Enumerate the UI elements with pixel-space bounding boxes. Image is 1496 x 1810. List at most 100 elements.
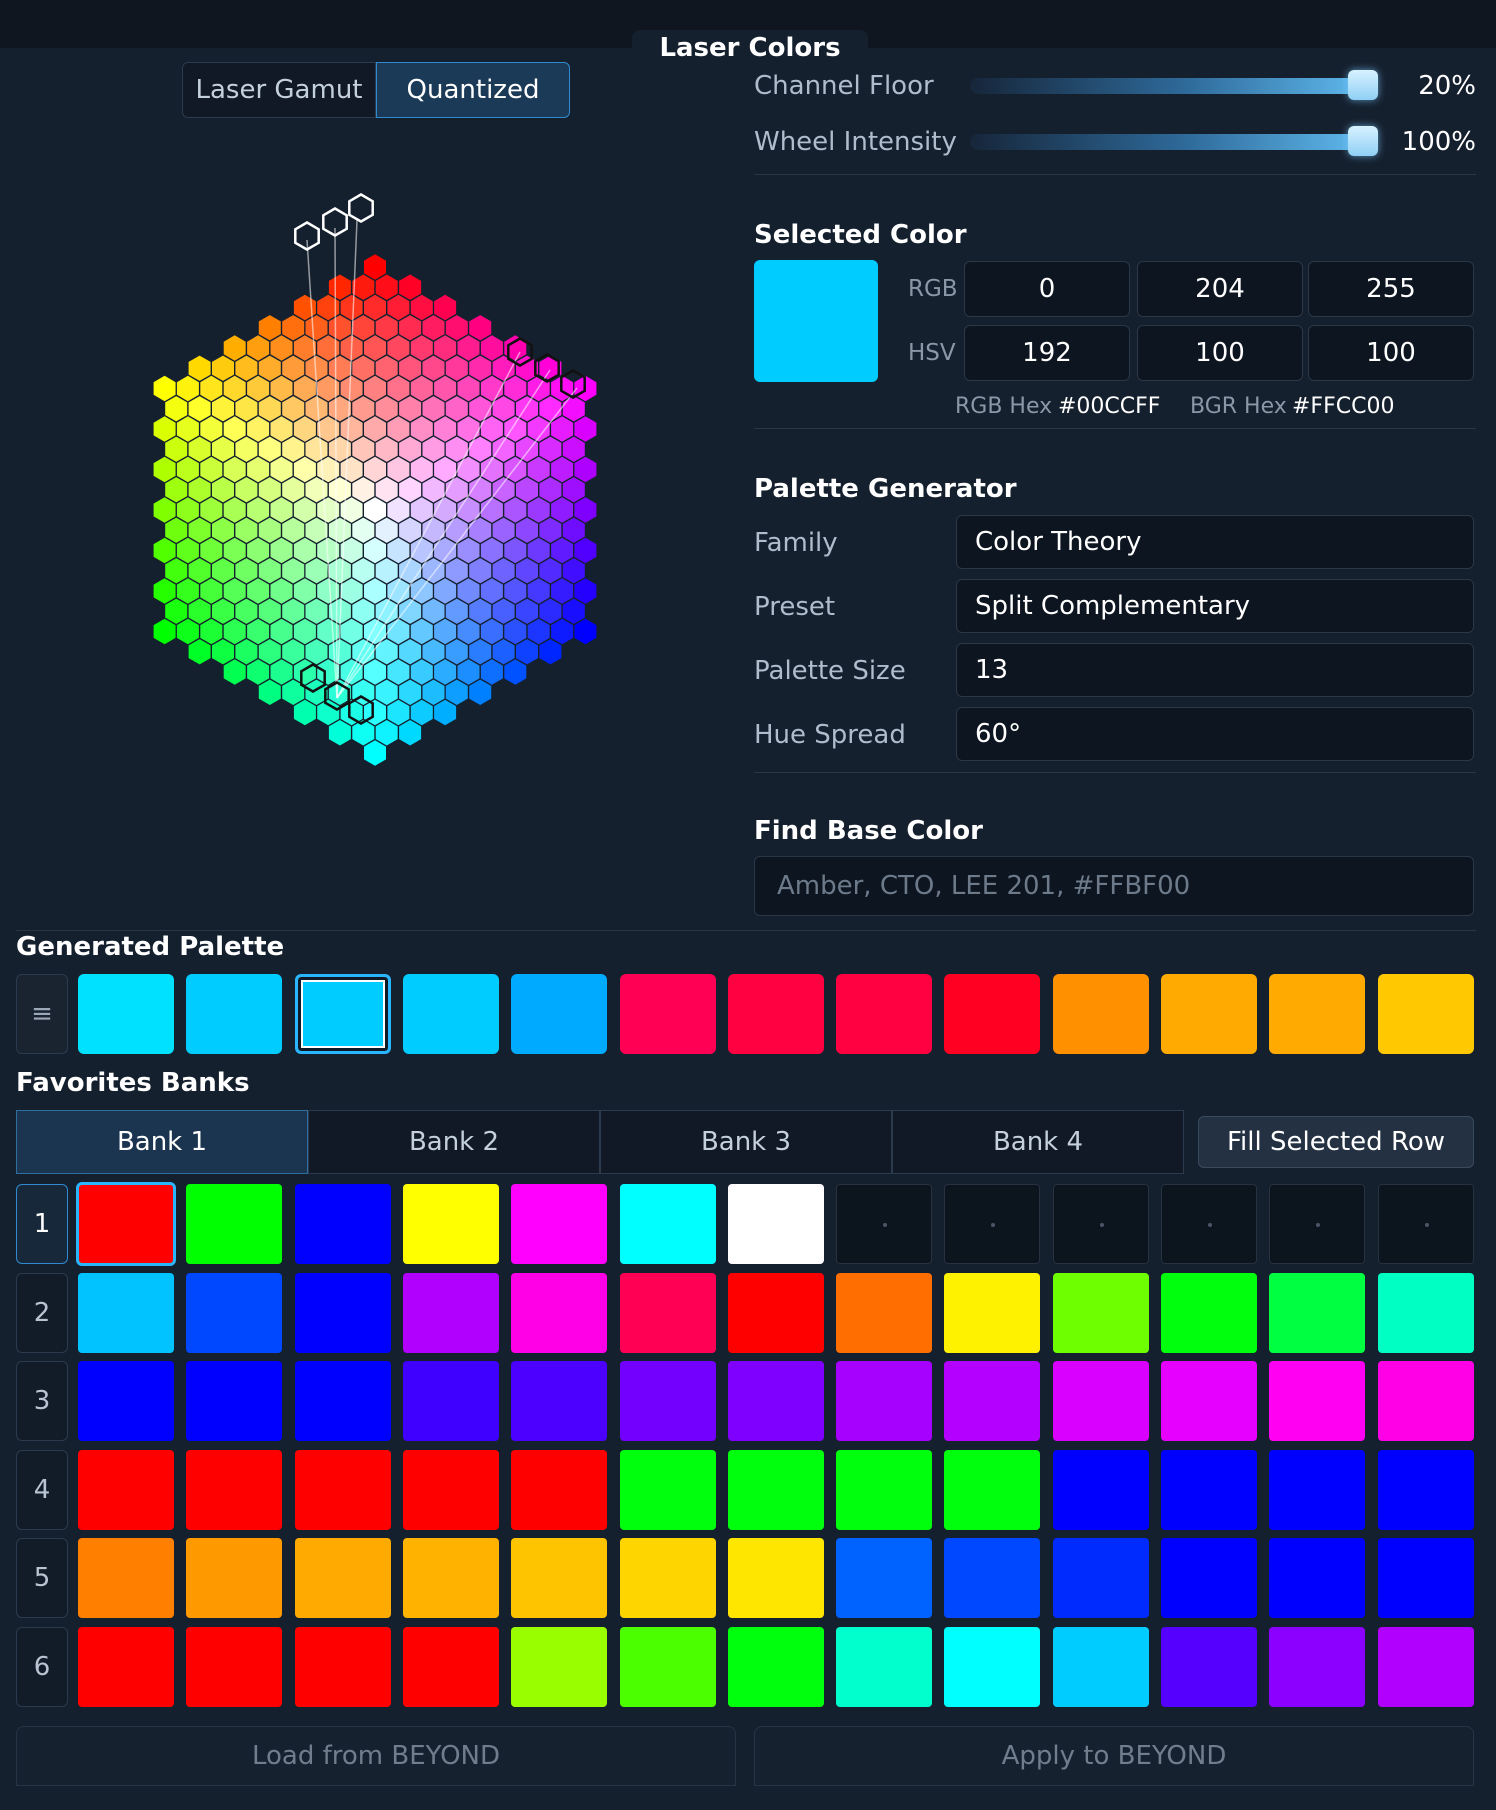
wheel-cell[interactable] [516, 517, 538, 543]
wheel-cell[interactable] [539, 436, 562, 462]
wheel-cell[interactable] [270, 618, 293, 645]
bank-row-label[interactable]: 6 [16, 1626, 68, 1707]
bank-color-cell[interactable] [1269, 1449, 1366, 1530]
wheel-cell[interactable] [293, 537, 316, 564]
wheel-cell[interactable] [434, 375, 457, 402]
wheel-cell[interactable] [399, 558, 422, 584]
wheel-cell[interactable] [293, 375, 316, 402]
bank-color-cell[interactable] [186, 1184, 283, 1264]
bank-color-cell[interactable] [78, 1626, 174, 1707]
bank-color-cell[interactable] [1052, 1538, 1149, 1618]
wheel-cell[interactable] [457, 537, 480, 564]
wheel-cell[interactable] [504, 375, 527, 402]
bank-row-label[interactable]: 2 [16, 1272, 68, 1353]
wheel-cell[interactable] [328, 720, 351, 746]
bank-color-cell[interactable] [186, 1538, 283, 1618]
wheel-cell[interactable] [422, 558, 445, 584]
wheel-cell[interactable] [469, 477, 492, 503]
wheel-cell[interactable] [562, 598, 585, 624]
wheel-cell[interactable] [223, 537, 246, 564]
wheel-cell[interactable] [305, 396, 328, 422]
wheel-cell[interactable] [340, 699, 363, 726]
wheel-cell[interactable] [492, 639, 515, 665]
bank-color-cell[interactable] [836, 1538, 933, 1618]
wheel-cell[interactable] [480, 416, 503, 442]
bank-color-cell[interactable] [294, 1538, 391, 1618]
wheel-cell[interactable] [422, 517, 445, 543]
bank-color-cell[interactable] [619, 1272, 716, 1353]
wheel-cell[interactable] [445, 315, 468, 341]
wheel-cell[interactable] [317, 537, 340, 564]
wheel-cell[interactable] [247, 537, 270, 564]
wheel-cell[interactable] [340, 375, 363, 402]
wheel-cell[interactable] [317, 294, 340, 321]
wheel-cell[interactable] [539, 517, 562, 543]
wheel-cell[interactable] [364, 375, 386, 402]
wheel-cell[interactable] [410, 456, 433, 483]
bank-color-cell[interactable] [1052, 1626, 1149, 1707]
wheel-cell[interactable] [188, 477, 211, 503]
wheel-cell[interactable] [352, 639, 375, 665]
wheel-cell[interactable] [282, 355, 305, 381]
bank-color-cell[interactable] [727, 1361, 824, 1441]
wheel-cell[interactable] [352, 315, 375, 341]
mode-quantized-button[interactable]: Quantized [376, 62, 570, 118]
wheel-cell[interactable] [165, 436, 188, 462]
wheel-cell[interactable] [375, 436, 398, 462]
wheel-cell[interactable] [445, 598, 468, 624]
bank-color-cell[interactable] [402, 1626, 499, 1707]
wheel-cell[interactable] [457, 659, 480, 685]
wheel-cell[interactable] [422, 315, 445, 341]
wheel-cell[interactable] [480, 618, 503, 645]
wheel-cell[interactable] [282, 639, 305, 665]
wheel-cell[interactable] [574, 618, 597, 645]
wheel-cell[interactable] [551, 416, 574, 442]
wheel-cell[interactable] [352, 274, 375, 300]
wheel-cell[interactable] [305, 639, 328, 665]
wheel-cell[interactable] [434, 699, 457, 726]
bank-empty-cell[interactable] [944, 1184, 1041, 1264]
wheel-cell[interactable] [247, 618, 270, 645]
wheel-cell[interactable] [399, 639, 422, 665]
wheel-cell[interactable] [235, 558, 258, 584]
wheel-cell[interactable] [469, 315, 492, 341]
bank-color-cell[interactable] [944, 1538, 1041, 1618]
wheel-cell[interactable] [387, 537, 410, 564]
wheel-cell[interactable] [258, 517, 281, 543]
palette-swatch[interactable] [402, 974, 499, 1054]
wheel-cell[interactable] [527, 416, 550, 442]
wheel-cell[interactable] [457, 578, 480, 604]
wheel-cell[interactable] [574, 416, 597, 442]
wheel-cell[interactable] [223, 659, 246, 685]
wheel-cell[interactable] [153, 537, 176, 564]
wheel-cell[interactable] [551, 537, 574, 564]
bank-color-cell[interactable] [619, 1184, 716, 1264]
wheel-cell[interactable] [176, 416, 199, 442]
wheel-cell[interactable] [504, 335, 527, 361]
wheel-cell[interactable] [247, 456, 270, 483]
wheel-cell[interactable] [480, 375, 503, 402]
wheel-cell[interactable] [539, 396, 562, 422]
wheel-cell[interactable] [434, 416, 457, 442]
wheel-intensity-thumb[interactable] [1348, 126, 1378, 156]
wheel-cell[interactable] [270, 537, 293, 564]
wheel-cell[interactable] [410, 537, 433, 564]
wheel-cell[interactable] [188, 598, 211, 624]
channel-floor-track[interactable] [970, 70, 1378, 100]
wheel-cell[interactable] [457, 335, 480, 361]
bank-color-cell[interactable] [78, 1449, 174, 1530]
bank-color-cell[interactable] [511, 1538, 608, 1618]
wheel-cell[interactable] [270, 375, 293, 402]
bank-color-cell[interactable] [511, 1272, 608, 1353]
wheel-cell[interactable] [212, 355, 234, 381]
wheel-cell[interactable] [434, 537, 457, 564]
wheel-cell[interactable] [188, 355, 211, 381]
wheel-cell[interactable] [235, 477, 258, 503]
wheel-cell[interactable] [516, 355, 538, 381]
bank-color-cell[interactable] [76, 1182, 176, 1266]
wheel-cell[interactable] [212, 477, 234, 503]
wheel-cell[interactable] [317, 659, 340, 685]
wheel-cell[interactable] [387, 294, 410, 321]
wheel-cell[interactable] [328, 315, 351, 341]
wheel-cell[interactable] [492, 355, 515, 381]
